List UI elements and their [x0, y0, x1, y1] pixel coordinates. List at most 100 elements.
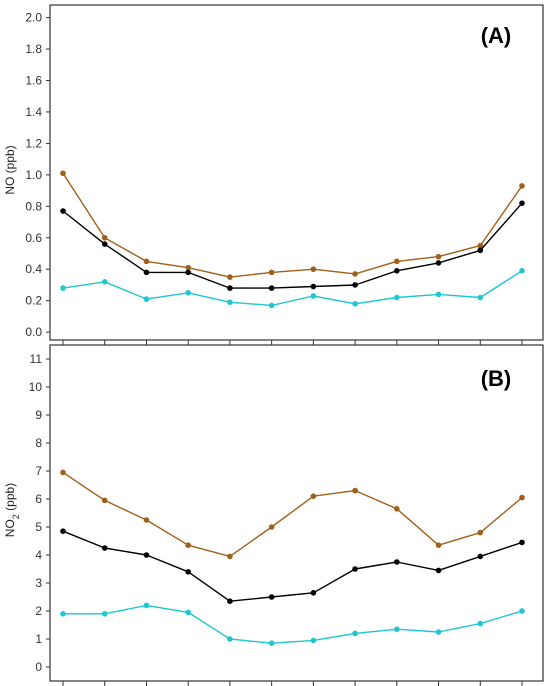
panel-b-data-point-cyan [268, 640, 275, 646]
panel-b-data-point-brown [143, 517, 150, 523]
panel-a-y-tick-label: 1.2 [25, 136, 42, 150]
panel-a-data-point-cyan [394, 294, 400, 301]
panel-a-data-point-brown [268, 269, 275, 276]
panel-b-data-point-cyan [227, 636, 233, 642]
panel-b-data-point-black [394, 559, 400, 565]
panel-b-data-point-black [268, 594, 275, 600]
panel-a-data-point-brown [185, 264, 191, 271]
panel-b-data-point-brown [394, 506, 400, 512]
panel-a-data-point-cyan [60, 285, 66, 291]
panel-b-y-tick-label: 1 [35, 632, 42, 646]
panel-a-data-point-black [101, 241, 108, 247]
panel-b-y-tick-label: 6 [35, 492, 42, 506]
panel-a-data-point-cyan [268, 302, 275, 309]
panel-a-data-point-brown [227, 274, 233, 280]
panel-b-data-point-black [227, 598, 233, 604]
panel-a-data-point-cyan [227, 299, 233, 306]
panel-b-data-point-cyan [352, 630, 358, 637]
panel-b-data-point-brown [101, 497, 108, 504]
panel-b-label: (B) [481, 366, 512, 391]
panel-a-data-point-cyan [519, 267, 525, 274]
panel-b-data-point-brown [352, 487, 358, 494]
panel-a-y-axis: 0.0 0.2 0.4 0.6 0.8 1.0 1.2 1.4 1.6 1.8 2.0 [25, 11, 50, 339]
panel-b-data-point-cyan [519, 608, 525, 614]
panel-b-data-point-black [143, 552, 150, 558]
panel-a-data-point-brown [352, 271, 358, 277]
panel-b-data-point-cyan [394, 626, 400, 632]
panel-b-y-axis-label: NO2 (ppb) [3, 483, 21, 537]
panel-b-data-point-black [435, 567, 442, 574]
panel-b-data-point-black [101, 545, 108, 551]
chart-panel-b: (B) NO2 (ppb) 0 1 2 3 4 5 6 7 8 9 10 11 [3, 344, 544, 686]
panel-a-data-point-brown [435, 253, 442, 260]
panel-a-data-point-black [435, 260, 442, 266]
panel-b-data-point-cyan [477, 620, 484, 627]
chart-panel-a: (A) NO (ppb) 0.0 0.2 0.4 0.6 0.8 1.0 1.2 1.4 1.6… [3, 4, 544, 345]
panel-a-data-point-black [394, 267, 400, 274]
panel-a-data-point-black [268, 285, 275, 291]
panel-b-y-tick-label: 3 [35, 576, 42, 590]
panel-a-y-tick-label: 0.8 [25, 199, 42, 213]
panel-a-y-tick-label: 0.0 [25, 325, 42, 339]
panel-b-data-point-cyan [435, 629, 442, 635]
panel-b-y-tick-label: 9 [35, 408, 42, 422]
panel-a-data-point-black [143, 269, 150, 276]
panel-b-y-tick-label: 4 [35, 548, 42, 562]
panel-a-frame [49, 4, 544, 341]
panel-b-series [60, 469, 525, 646]
panel-a-data-point-black [352, 282, 358, 288]
panel-b-series-line-cyan [63, 604, 523, 644]
panel-a-x-axis [62, 340, 523, 345]
panel-a-data-point-cyan [143, 296, 150, 302]
panel-a-y-tick-label: 0.4 [25, 262, 42, 276]
panel-a-y-tick-label: 1.6 [25, 73, 42, 87]
panel-a-data-point-brown [143, 258, 150, 265]
panel-a-y-tick-label: 1.8 [25, 42, 42, 56]
panel-b-data-point-black [60, 528, 66, 534]
panel-a-series-line-cyan [62, 270, 523, 307]
panel-b-frame [49, 344, 544, 682]
panel-a-y-axis-label: NO (ppb) [3, 145, 17, 194]
panel-b-data-point-cyan [143, 602, 150, 609]
panel-b-x-axis [62, 681, 523, 686]
panel-a-data-point-cyan [310, 293, 317, 299]
panel-b-data-point-brown [60, 469, 66, 476]
panel-a-data-point-brown [477, 242, 484, 249]
panel-b-data-point-brown [519, 494, 525, 501]
panel-a-data-point-cyan [435, 291, 442, 298]
panel-b-data-point-cyan [60, 611, 66, 617]
panel-a-y-tick-label: 0.6 [25, 231, 42, 245]
panel-a-data-point-black [227, 285, 233, 291]
panel-b-y-axis: 0 1 2 3 4 5 6 7 8 9 10 11 [29, 352, 50, 674]
panel-a-data-point-brown [60, 170, 66, 177]
panel-a-series [60, 170, 525, 309]
panel-b-data-point-black [185, 569, 191, 575]
panel-a-data-point-brown [101, 234, 108, 241]
panel-a-data-point-black [60, 208, 66, 214]
panel-b-data-point-cyan [185, 609, 191, 616]
panel-b-data-point-black [310, 590, 317, 596]
panel-b-data-point-cyan [101, 611, 108, 617]
panel-a-data-point-black [519, 200, 525, 206]
panel-a-y-tick-label: 2.0 [25, 11, 42, 25]
panel-a-y-tick-label: 1.0 [25, 168, 42, 182]
panel-b-y-tick-label: 2 [35, 604, 42, 618]
panel-b-data-point-brown [477, 529, 484, 536]
panel-a-data-point-cyan [352, 301, 358, 307]
panel-a-data-point-black [185, 269, 191, 276]
panel-a-data-point-cyan [101, 279, 108, 285]
panel-b-data-point-brown [310, 493, 317, 500]
panel-a-data-point-brown [310, 266, 317, 273]
panel-a-series-line-black [62, 202, 523, 289]
panel-b-data-point-black [477, 553, 484, 560]
panel-b-series-line-black [62, 530, 523, 602]
panel-b-data-point-brown [185, 542, 191, 548]
panel-b-y-tick-label: 8 [35, 436, 42, 450]
panel-a-label: (A) [481, 23, 512, 48]
panel-a-data-point-cyan [185, 290, 191, 296]
panel-a-data-point-black [310, 283, 317, 290]
panel-a-data-point-brown [394, 258, 400, 265]
panel-b-y-tick-label: 7 [35, 464, 42, 478]
panel-b-data-point-brown [268, 524, 275, 530]
